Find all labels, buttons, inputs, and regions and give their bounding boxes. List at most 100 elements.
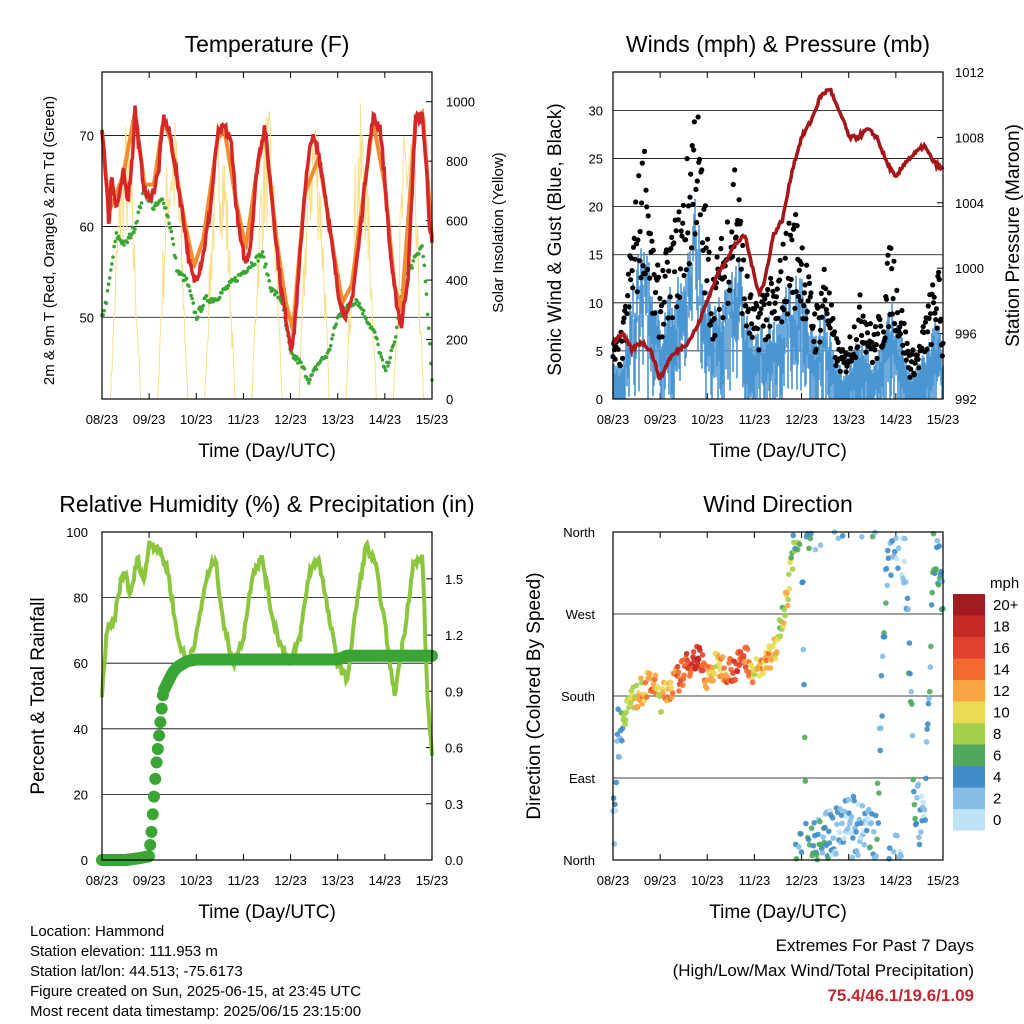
gust-point: [806, 274, 812, 280]
colorbar-label: 2: [993, 791, 1001, 808]
colorbar-label: 18: [993, 619, 1010, 636]
direction-point: [623, 709, 630, 715]
direction-point: [861, 841, 868, 848]
extremes-box: Extremes For Past 7 Days (High/Low/Max W…: [673, 933, 974, 1008]
gust-point: [806, 280, 813, 286]
y2-tick-label: 1.2: [445, 628, 463, 643]
dewpoint-point: [136, 210, 141, 215]
direction-point: [925, 700, 932, 707]
direction-point: [784, 590, 790, 596]
gust-point: [647, 275, 653, 281]
solar-insolation-line: [204, 121, 236, 400]
y2-axis-label: Station Pressure (Maroon): [1003, 124, 1024, 347]
dewpoint-point: [256, 259, 261, 263]
gust-point: [683, 267, 689, 273]
gust-point: [716, 306, 722, 312]
direction-point: [892, 548, 898, 555]
direction-point: [911, 801, 918, 808]
gust-point: [754, 326, 761, 332]
gust-point: [781, 307, 787, 313]
gust-point: [847, 334, 853, 340]
gust-point: [746, 306, 752, 312]
y-tick-label: 70: [80, 129, 94, 144]
gust-point: [801, 290, 808, 296]
gust-point: [673, 228, 679, 234]
gust-point: [711, 316, 717, 322]
y-tick-label: 15: [589, 248, 603, 263]
dewpoint-point: [189, 293, 193, 298]
colorbar-swatch: [953, 637, 985, 659]
gust-point: [934, 325, 940, 331]
direction-point: [622, 717, 629, 723]
gust-point: [696, 156, 703, 162]
direction-point: [836, 829, 843, 836]
dewpoint-point: [360, 312, 365, 316]
direction-point: [806, 545, 812, 552]
gust-point: [790, 226, 797, 232]
dewpoint-point: [249, 261, 254, 265]
gust-point: [718, 235, 725, 242]
direction-point: [859, 534, 865, 540]
direction-point: [893, 555, 900, 562]
direction-point: [812, 546, 819, 553]
dewpoint-point: [376, 342, 380, 347]
gust-point: [643, 187, 649, 193]
dewpoint-point: [170, 236, 175, 241]
direction-point: [763, 657, 770, 664]
direction-point: [817, 542, 824, 548]
gust-point: [860, 313, 866, 319]
dewpoint-point: [424, 292, 429, 296]
gust-point: [659, 334, 665, 340]
gust-point: [869, 339, 875, 345]
gust-point: [740, 257, 747, 263]
direction-point: [786, 571, 792, 578]
direction-point: [845, 826, 851, 832]
x-tick-label: 08/23: [597, 412, 630, 427]
y-tick-label: 25: [589, 152, 603, 167]
direction-point: [874, 780, 881, 787]
dewpoint-point: [357, 301, 362, 306]
gust-point: [617, 363, 623, 369]
gust-point: [912, 360, 918, 366]
gust-point: [823, 307, 830, 313]
station-elevation: Station elevation: 111.953 m: [30, 943, 218, 960]
gust-point: [636, 173, 642, 179]
solar-insolation-line: [110, 126, 142, 400]
direction-point: [855, 852, 861, 858]
gust-point: [783, 230, 789, 236]
gust-point: [766, 300, 772, 307]
direction-point: [788, 554, 795, 561]
dewpoint-point: [166, 214, 170, 219]
gust-point: [636, 258, 643, 264]
direction-point: [690, 649, 697, 655]
gust-point: [939, 353, 945, 359]
dewpoint-point: [160, 197, 165, 201]
gust-point: [768, 280, 775, 287]
gust-point: [684, 156, 690, 162]
gust-point: [738, 218, 744, 224]
gust-point: [930, 300, 937, 306]
colorbar-label: 0: [993, 812, 1001, 829]
direction-point: [815, 831, 821, 838]
gust-point: [799, 245, 805, 251]
direction-point: [674, 663, 681, 670]
x-tick-label: 14/23: [369, 412, 402, 427]
gust-point: [820, 303, 826, 309]
gust-point: [732, 167, 738, 173]
gust-point: [805, 298, 811, 304]
y2-tick-label: 800: [446, 154, 468, 169]
colorbar-swatch: [953, 744, 985, 766]
dewpoint-point: [190, 296, 194, 301]
dewpoint-point: [355, 299, 360, 304]
gust-point: [889, 266, 895, 272]
dewpoint-point: [393, 335, 398, 339]
dewpoint-point: [107, 276, 112, 280]
gust-point: [908, 366, 914, 372]
gust-point: [763, 317, 769, 323]
direction-point: [867, 844, 873, 850]
gust-point: [760, 292, 766, 298]
gust-point: [620, 319, 626, 325]
y-tick-label: 100: [66, 525, 88, 540]
direction-point: [638, 675, 644, 682]
